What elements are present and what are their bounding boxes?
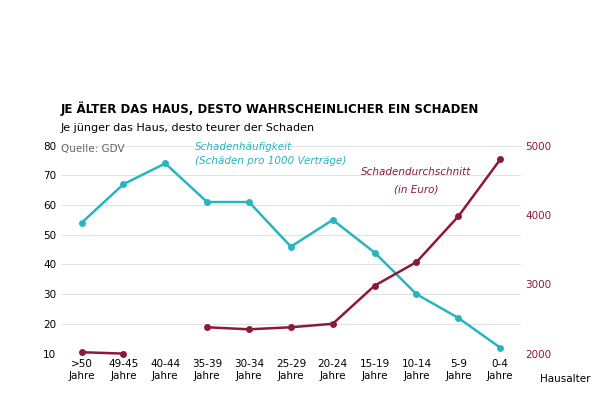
Text: JE ÄLTER DAS HAUS, DESTO WAHRSCHEINLICHER EIN SCHADEN: JE ÄLTER DAS HAUS, DESTO WAHRSCHEINLICHE…: [61, 102, 479, 116]
Text: (in Euro): (in Euro): [395, 184, 439, 194]
Text: Quelle: GDV: Quelle: GDV: [61, 144, 124, 154]
Text: Schadenhäufigkeit: Schadenhäufigkeit: [195, 141, 291, 151]
Text: Schadendurchschnitt: Schadendurchschnitt: [361, 167, 471, 177]
Text: Je jünger das Haus, desto teurer der Schaden: Je jünger das Haus, desto teurer der Sch…: [61, 123, 315, 133]
Text: (Schäden pro 1000 Verträge): (Schäden pro 1000 Verträge): [195, 156, 346, 166]
Text: Hausalter: Hausalter: [541, 374, 591, 384]
